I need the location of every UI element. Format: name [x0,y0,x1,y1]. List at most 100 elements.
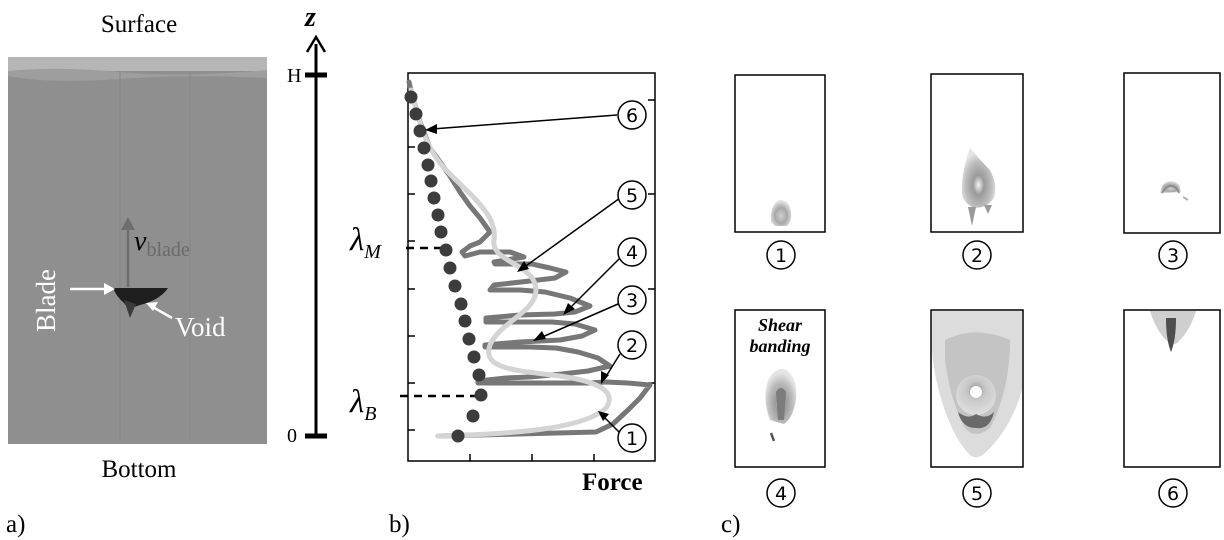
x-ticks [469,454,595,461]
marker-circle [617,423,647,453]
pointer-arrow [431,114,618,130]
velocity-arrow-head [121,217,135,230]
z-tick-bottom-label: 0 [287,425,297,447]
data-point [409,107,423,121]
snapshot-3: 3 [1123,72,1221,270]
marker-circle [617,237,647,267]
blade-label: Blade [31,269,61,332]
pointer-arrow [602,415,620,433]
pointer-arrow [604,353,621,379]
data-point [451,429,465,443]
y-ticks [408,99,655,431]
data-point [474,388,488,402]
marker-circle [617,330,647,360]
marker-1: 1 [598,411,647,453]
pointer-arrowhead [563,303,575,315]
void-arrow-head [146,302,158,311]
marker-circle [617,100,647,130]
pointer-arrowhead [598,411,609,421]
shear-banding-label-2: banding [749,336,810,356]
marker-number: 1 [775,245,787,267]
marker-number: 6 [1167,483,1179,505]
pointer-arrow [522,197,621,269]
marker-circle [962,240,992,270]
void-tail [124,300,136,318]
panel-a: Surface Bottom a) vblade Blade Void [6,11,267,538]
data-point [454,297,468,311]
snapshot-frame [1123,72,1221,234]
snapshot-frame [930,73,1024,233]
marker-circle [617,180,647,210]
marker-4: 4 [563,237,647,315]
shear-core [1166,318,1176,352]
data-point [417,141,431,155]
shear-zone-dark [958,412,994,429]
lambda-b-label: λB [349,384,377,425]
marker-number: 4 [626,242,638,264]
z-axis-arrowhead [305,34,327,53]
data-point [472,368,486,382]
pointer-arrowhead [533,331,546,341]
shear-zone-core [970,386,982,398]
marker-circle [766,240,796,270]
force-curve-light [408,87,612,439]
marker-circle [1158,240,1188,270]
data-point [458,314,472,328]
snapshot-6: 6 [1123,309,1221,508]
data-point [462,332,476,346]
force-axis-label: Force [582,469,643,496]
data-point [427,191,441,205]
data-point [467,350,481,364]
marker-5: 5 [517,180,647,272]
marker-3: 3 [533,285,647,341]
shear-tail [968,205,992,226]
shear-zone [770,200,792,226]
marker-number: 3 [1167,245,1179,267]
marker-circle [617,285,647,315]
velocity-label: vblade [134,226,190,261]
shear-zone-edge [1161,184,1180,194]
z-axis-label: z [304,2,316,33]
snapshot-2: 2 [930,73,1024,270]
surface-label: Surface [101,11,177,38]
pointer-arrowhead [425,124,437,134]
marker-number: 2 [971,245,983,267]
shear-core [776,388,786,420]
marker-2: 2 [601,330,647,384]
marker-number: 5 [971,483,983,505]
lambda-m-label: λM [349,222,382,263]
data-point [443,261,457,275]
snapshot-4: Shear banding 4 [734,309,826,508]
marker-circle [1158,478,1188,508]
data-point [448,279,462,293]
marker-6: 6 [425,100,647,134]
data-point [434,225,448,239]
marker-number: 4 [775,483,787,505]
pointer-arrowhead [601,371,609,384]
z-tick-top-label: H [287,65,301,87]
snapshot-1: 1 [734,74,826,270]
data-point [431,208,445,222]
void-label: Void [175,312,226,342]
photo-top-strip [8,57,267,71]
shear-tail [769,432,776,442]
granular-photo [8,57,267,444]
shear-zone [961,148,996,208]
force-curve-dark [406,79,653,439]
data-point [424,174,438,188]
pointer-arrow [539,303,619,339]
data-point [466,409,480,423]
panel-b: Force b) λM λB [349,72,656,538]
panel-label-c: c) [721,511,740,538]
marker-number: 2 [626,335,638,357]
panel-label-b: b) [389,511,410,538]
marker-circle [766,478,796,508]
shear-banding-label-1: Shear [758,315,803,335]
panel-c: c) 1 2 3 Shear banding [721,72,1221,538]
pointer-arrowhead [517,261,529,272]
shear-tail [1182,196,1189,201]
blade-arrow-head [104,283,115,295]
pointer-arrow [567,256,622,311]
marker-number: 6 [626,105,638,127]
